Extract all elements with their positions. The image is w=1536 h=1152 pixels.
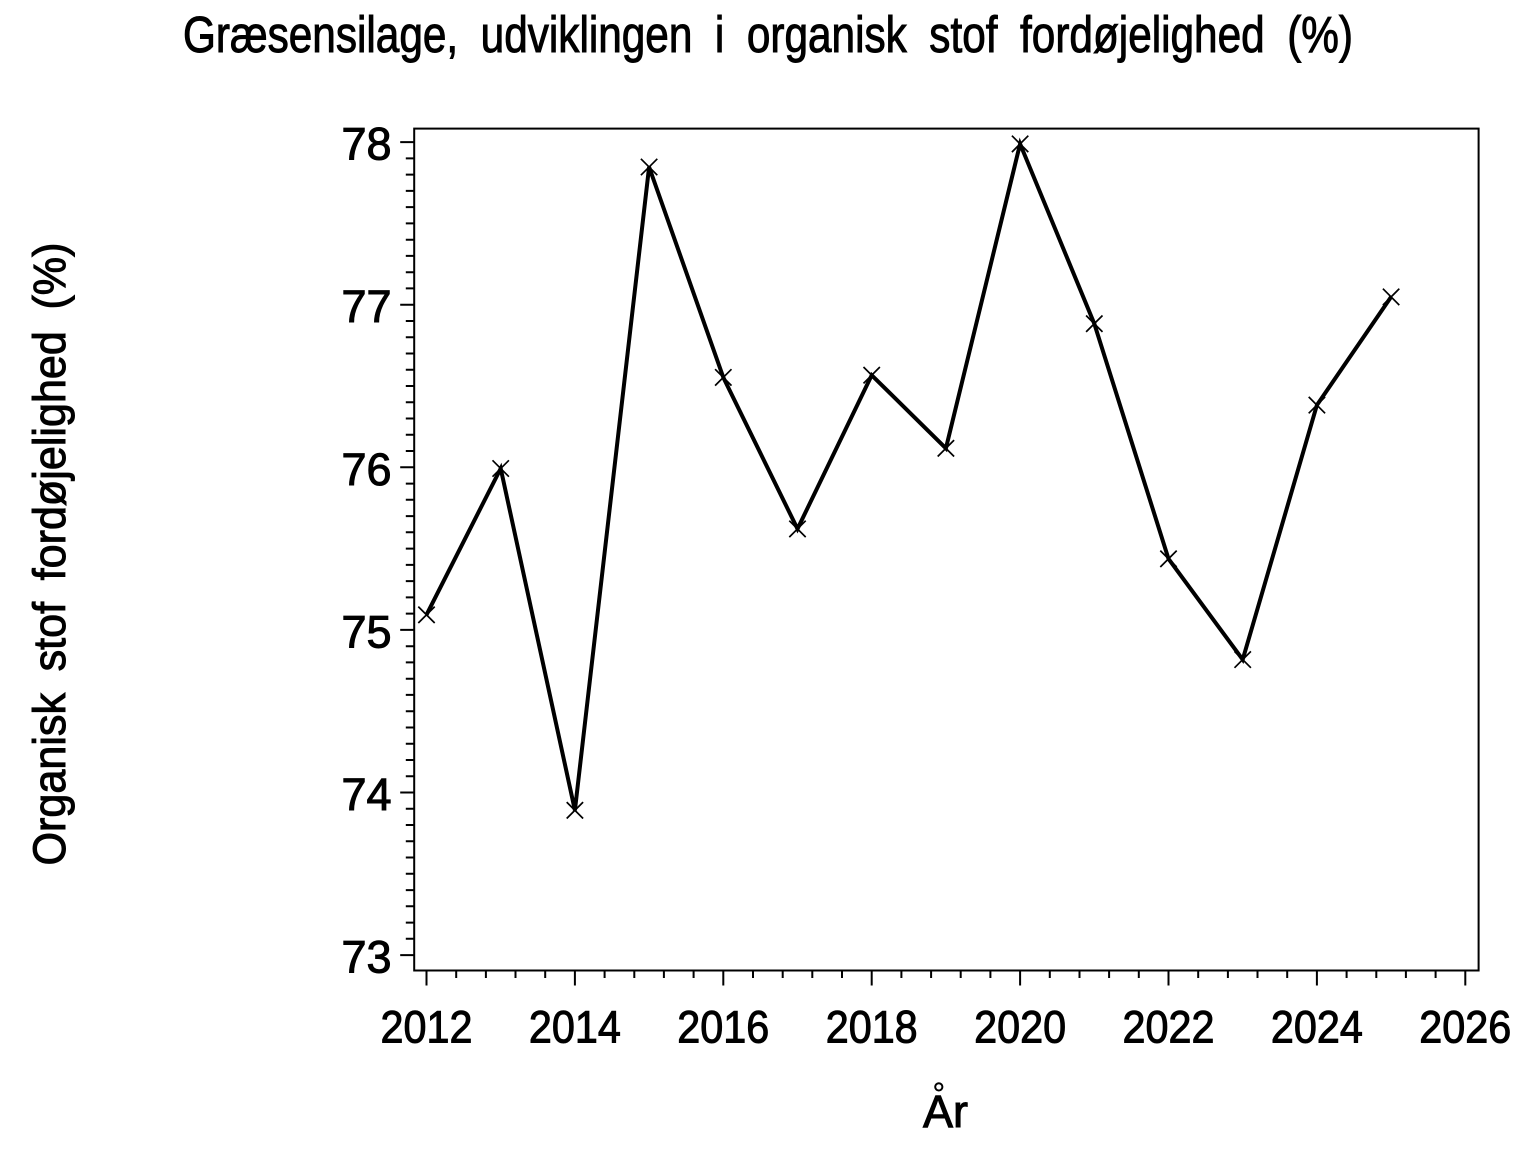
svg-text:2020: 2020 [974,1002,1066,1053]
svg-text:77: 77 [341,281,391,332]
svg-text:76: 76 [341,444,391,495]
svg-text:75: 75 [341,606,391,657]
svg-text:74: 74 [341,769,391,820]
svg-text:2024: 2024 [1271,1002,1363,1053]
svg-text:Ar: Ar [923,1086,968,1137]
svg-text:2022: 2022 [1123,1002,1215,1053]
svg-text:78: 78 [341,119,391,170]
svg-text:2018: 2018 [826,1002,918,1053]
svg-text:2016: 2016 [677,1002,769,1053]
svg-text:Organisk stof fordøjelighed (%: Organisk stof fordøjelighed (%) [24,243,75,866]
svg-text:2014: 2014 [529,1002,621,1053]
svg-text:2026: 2026 [1419,1002,1511,1053]
svg-text:73: 73 [341,932,391,983]
svg-text:2012: 2012 [381,1002,473,1053]
svg-text:Græsensilage, udviklingen i or: Græsensilage, udviklingen i organisk sto… [183,6,1353,63]
